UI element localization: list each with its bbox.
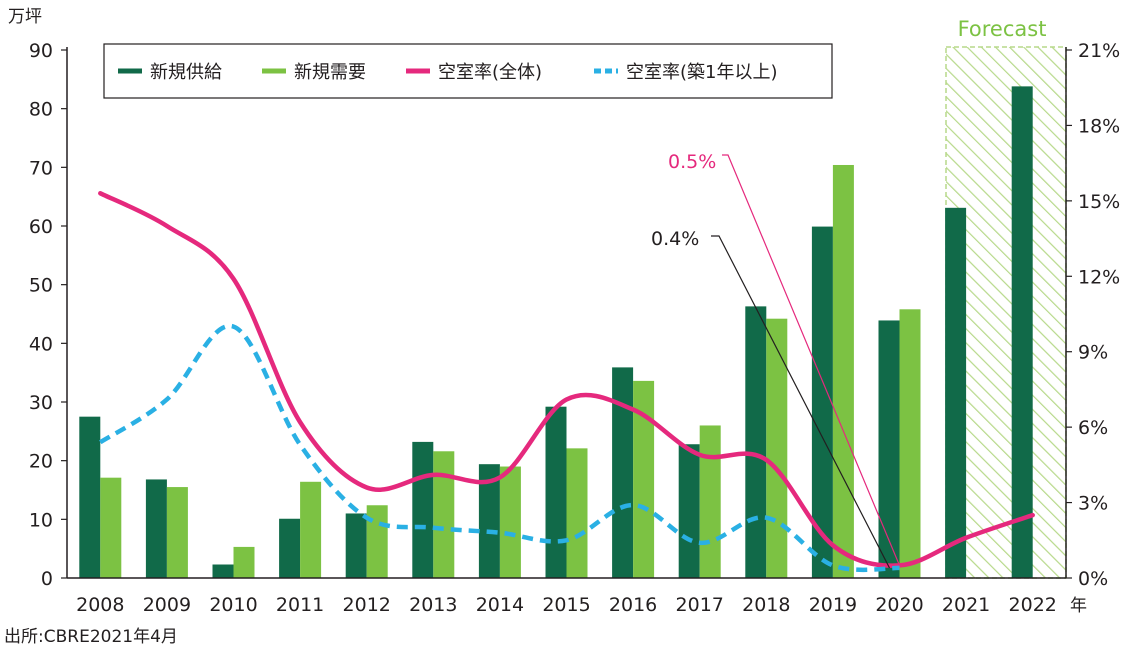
x-tick-label-2017: 2017 xyxy=(676,594,724,616)
bar-supply-2009 xyxy=(145,479,167,578)
right-tick-label: 15% xyxy=(1078,191,1120,213)
x-tick-label-2020: 2020 xyxy=(875,594,923,616)
vacancy-rate-existing-line xyxy=(99,323,900,573)
bar-demand-2011 xyxy=(300,481,322,578)
bar-supply-2017 xyxy=(678,444,700,578)
bar-demand-2014 xyxy=(499,466,521,578)
bar-supply-2019 xyxy=(811,226,833,578)
bar-demand-2020 xyxy=(899,309,921,578)
x-tick-label-2015: 2015 xyxy=(542,594,590,616)
bar-supply-2015 xyxy=(545,406,567,578)
left-tick-label: 50 xyxy=(29,275,53,297)
bar-demand-2019 xyxy=(832,164,854,578)
source-note: 出所:CBRE2021年4月 xyxy=(4,627,178,647)
bar-demand-2009 xyxy=(166,487,188,578)
bar-supply-2016 xyxy=(612,367,634,578)
bar-supply-2008 xyxy=(79,416,101,578)
left-axis-unit: 万坪 xyxy=(8,7,42,27)
left-tick-label: 60 xyxy=(29,216,53,238)
left-tick-label: 30 xyxy=(29,392,53,414)
left-tick-label: 0 xyxy=(41,568,53,590)
legend-label-0: 新規供給 xyxy=(150,62,222,83)
legend-label-3: 空室率(築1年以上) xyxy=(626,62,778,83)
bar-supply-2011 xyxy=(279,518,301,578)
bar-supply-2014 xyxy=(478,464,500,578)
bar-demand-2018 xyxy=(766,318,788,578)
left-tick-label: 40 xyxy=(29,333,53,355)
bar-demand-2013 xyxy=(433,451,455,578)
callout-leader-all xyxy=(722,154,901,566)
right-tick-label: 6% xyxy=(1078,417,1108,439)
x-tick-label-2010: 2010 xyxy=(209,594,257,616)
callout-leader-existing xyxy=(711,235,891,569)
x-tick-label-2011: 2011 xyxy=(276,594,324,616)
right-tick-label: 12% xyxy=(1078,266,1120,288)
x-tick-label-2018: 2018 xyxy=(742,594,790,616)
x-tick-label-2016: 2016 xyxy=(609,594,657,616)
legend-label-2: 空室率(全体) xyxy=(438,62,542,83)
bar-demand-2015 xyxy=(566,448,588,578)
x-tick-label-2019: 2019 xyxy=(809,594,857,616)
right-tick-label: 21% xyxy=(1078,40,1120,62)
x-tick-label-2022: 2022 xyxy=(1009,594,1057,616)
left-tick-label: 70 xyxy=(29,157,53,179)
forecast-label: Forecast xyxy=(958,17,1047,41)
x-tick-label-2008: 2008 xyxy=(76,594,124,616)
bar-supply-2010 xyxy=(212,564,234,578)
x-tick-label-2013: 2013 xyxy=(409,594,457,616)
bar-demand-2008 xyxy=(100,477,122,578)
legend-box xyxy=(103,43,833,99)
right-tick-label: 18% xyxy=(1078,115,1120,137)
bar-supply-2018 xyxy=(745,306,767,578)
bar-demand-2010 xyxy=(233,546,255,578)
x-tick-label-2014: 2014 xyxy=(476,594,524,616)
bar-supply-2012 xyxy=(345,513,367,578)
bar-demand-2017 xyxy=(699,425,721,578)
x-tick-label-2021: 2021 xyxy=(942,594,990,616)
vacancy-rate-all-line xyxy=(98,191,1035,568)
x-tick-label-2009: 2009 xyxy=(143,594,191,616)
bar-supply-2021 xyxy=(945,207,967,578)
bar-supply-2022 xyxy=(1011,86,1033,578)
right-tick-label: 0% xyxy=(1078,568,1108,590)
callout-label-all: 0.5% xyxy=(668,151,716,173)
x-axis-unit: 年 xyxy=(1070,596,1087,616)
legend-label-1: 新規需要 xyxy=(294,62,366,83)
x-tick-label-2012: 2012 xyxy=(343,594,391,616)
right-tick-label: 9% xyxy=(1078,342,1108,364)
bar-supply-2013 xyxy=(412,441,434,578)
bar-demand-2016 xyxy=(633,380,655,578)
left-tick-label: 10 xyxy=(29,509,53,531)
right-tick-label: 3% xyxy=(1078,493,1108,515)
callout-label-existing: 0.4% xyxy=(651,228,699,250)
left-tick-label: 80 xyxy=(29,99,53,121)
left-tick-label: 20 xyxy=(29,451,53,473)
bar-demand-2012 xyxy=(366,505,388,578)
left-tick-label: 90 xyxy=(29,40,53,62)
bar-supply-2020 xyxy=(878,320,900,578)
